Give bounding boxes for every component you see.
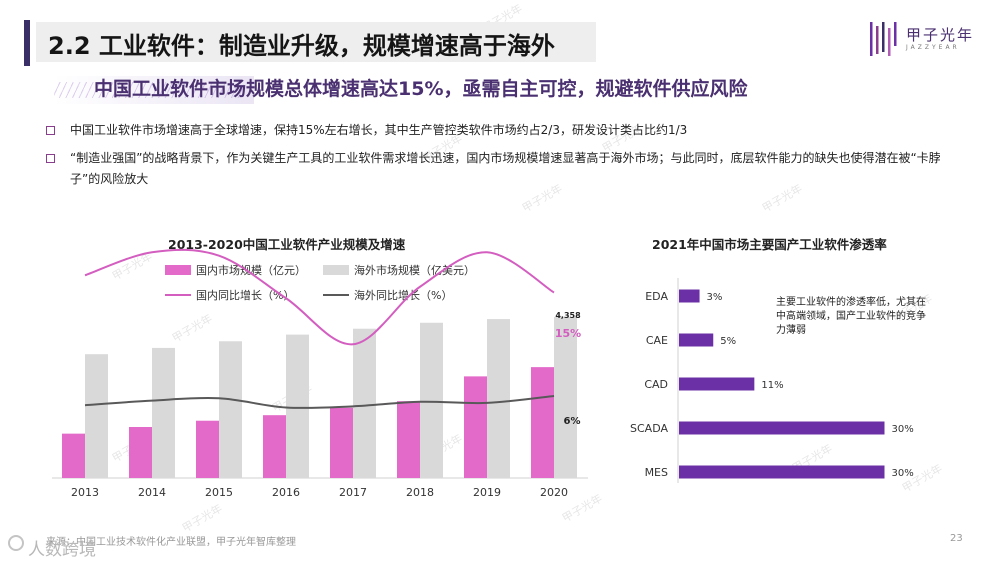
bullet-text: 中国工业软件市场增速高于全球增速，保持15%左右增长，其中生产管控类软件市场约占…: [70, 123, 688, 137]
value-label-scada: 30%: [892, 424, 914, 435]
legend-overseas-bar-label: 海外市场规模（亿美元）: [354, 263, 475, 277]
value-label-eda: 3%: [707, 292, 723, 303]
value-label-cae: 5%: [720, 336, 736, 347]
bar-eda: [679, 289, 700, 303]
subtitle-decoration: [54, 76, 254, 104]
x-tick-label-2014: 2014: [138, 486, 166, 499]
footer-brand-watermark: 人数跨境: [28, 540, 96, 560]
title-background: [36, 22, 596, 62]
penetration-chart: EDA 3% CAE 5% CAD 11% SCADA 30% MES 30% 主要工业软件的渗透…: [630, 278, 926, 483]
market-size-chart: 国内市场规模（亿元） 海外市场规模（亿美元） 国内同比增长（%） 海外同比增长（…: [52, 248, 588, 499]
bullet-square-icon: [46, 126, 55, 135]
legend-overseas-line-label: 海外同比增长（%）: [354, 288, 452, 302]
bar-overseas-2015: [219, 341, 242, 478]
bar-overseas-2018: [420, 322, 443, 478]
bar-domestic-2017: [330, 407, 353, 478]
x-tick-label-2015: 2015: [205, 486, 233, 499]
market-size-chart-title: 2013-2020中国工业软件产业规模及增速: [168, 237, 406, 252]
data-label-overseas-2020: 4,358: [555, 311, 581, 320]
bar-overseas-2019: [487, 319, 510, 478]
logo-icon: [870, 22, 897, 56]
legend-domestic-bar-label: 国内市场规模（亿元）: [196, 263, 306, 277]
bar-overseas-2020: [554, 316, 577, 478]
bar-cad: [679, 377, 755, 391]
x-tick-label-2016: 2016: [272, 486, 300, 499]
bar-scada: [679, 421, 885, 435]
legend-domestic-bar-swatch: [165, 265, 191, 275]
y-tick-label-cae: CAE: [646, 334, 668, 347]
brand-logo: 甲子光年 JAZZYEAR: [868, 22, 978, 56]
bar-domestic-2013: [62, 433, 85, 478]
bar-overseas-2016: [286, 334, 309, 478]
y-tick-label-cad: CAD: [644, 378, 668, 391]
bar-overseas-2014: [152, 347, 175, 478]
x-tick-label-2020: 2020: [540, 486, 568, 499]
data-label-overseas-growth-2020: 6%: [564, 416, 581, 427]
bullet-text: “制造业强国”的战略背景下，作为关键生产工具的工业软件需求增长迅速，国内市场规模…: [70, 151, 941, 186]
bar-mes: [679, 465, 885, 479]
footer-source: 来源：中国工业技术软件化产业联盟，甲子光年智库整理: [46, 537, 296, 548]
value-label-cad: 11%: [761, 380, 783, 391]
page-number: 23: [950, 533, 963, 544]
bar-domestic-2015: [196, 420, 219, 478]
x-tick-label-2017: 2017: [339, 486, 367, 499]
x-tick-label-2018: 2018: [406, 486, 434, 499]
bar-domestic-2020: [531, 367, 554, 478]
penetration-annotation-box: 主要工业软件的渗透率低，尤其在中高端领域，国产工业软件的竞争力薄弱: [776, 297, 926, 336]
bullet-square-icon: [46, 154, 55, 163]
bar-domestic-2016: [263, 415, 286, 478]
title-accent-bar: [24, 20, 30, 66]
bar-domestic-2019: [464, 376, 487, 478]
legend-domestic-line-label: 国内同比增长（%）: [196, 288, 294, 302]
page-title: 2.2 工业软件：制造业升级，规模增速高于海外: [48, 32, 555, 60]
penetration-chart-title: 2021年中国市场主要国产工业软件渗透率: [652, 237, 887, 252]
bullet-item: 中国工业软件市场增速高于全球增速，保持15%左右增长，其中生产管控类软件市场约占…: [46, 120, 970, 141]
chart-legend: 国内市场规模（亿元） 海外市场规模（亿美元） 国内同比增长（%） 海外同比增长（…: [165, 263, 475, 302]
bar-domestic-2014: [129, 427, 152, 478]
bar-overseas-2013: [85, 354, 108, 478]
x-tick-label-2019: 2019: [473, 486, 501, 499]
y-tick-label-scada: SCADA: [630, 422, 668, 435]
legend-overseas-bar-swatch: [323, 265, 349, 275]
line-domestic-growth: [84, 248, 555, 346]
y-tick-label-eda: EDA: [645, 290, 668, 303]
bullet-item: “制造业强国”的战略背景下，作为关键生产工具的工业软件需求增长迅速，国内市场规模…: [46, 148, 970, 190]
logo-subtext: JAZZYEAR: [906, 44, 960, 51]
value-label-mes: 30%: [892, 468, 914, 479]
data-label-domestic-growth-2020: 15%: [555, 327, 581, 340]
line-overseas-growth: [84, 395, 555, 410]
bar-cae: [679, 333, 714, 347]
x-tick-label-2013: 2013: [71, 486, 99, 499]
y-tick-label-mes: MES: [645, 466, 668, 479]
bar-overseas-2017: [353, 328, 376, 478]
footer-brand-icon: [8, 535, 24, 551]
page-subtitle: 中国工业软件市场规模总体增速高达15%，亟需自主可控，规避软件供应风险: [94, 78, 748, 100]
bar-domestic-2018: [397, 401, 420, 478]
penetration-annotation: 主要工业软件的渗透率低，尤其在中高端领域，国产工业软件的竞争力薄弱: [776, 297, 926, 336]
logo-name: 甲子光年: [906, 26, 975, 44]
